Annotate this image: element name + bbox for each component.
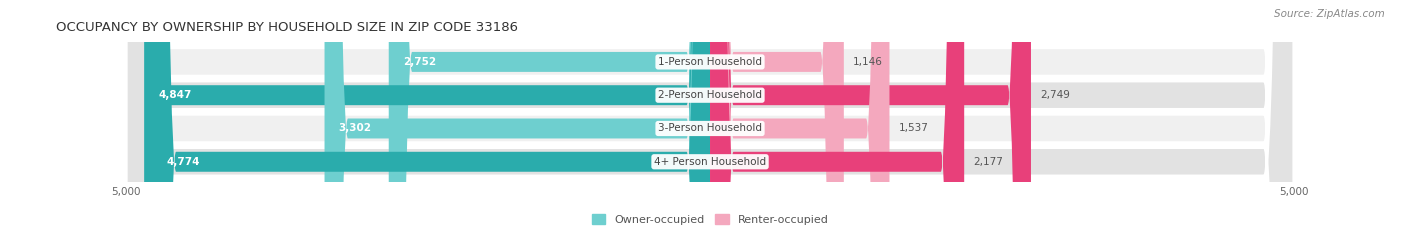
FancyBboxPatch shape	[127, 0, 1294, 233]
Text: 3,302: 3,302	[339, 123, 371, 134]
Text: 1-Person Household: 1-Person Household	[658, 57, 762, 67]
Text: 2-Person Household: 2-Person Household	[658, 90, 762, 100]
Text: 4+ Person Household: 4+ Person Household	[654, 157, 766, 167]
FancyBboxPatch shape	[710, 0, 965, 233]
FancyBboxPatch shape	[388, 0, 710, 233]
FancyBboxPatch shape	[325, 0, 710, 233]
FancyBboxPatch shape	[153, 0, 710, 233]
Text: 3-Person Household: 3-Person Household	[658, 123, 762, 134]
FancyBboxPatch shape	[710, 0, 890, 233]
Text: 2,749: 2,749	[1040, 90, 1070, 100]
Text: 2,752: 2,752	[402, 57, 436, 67]
FancyBboxPatch shape	[710, 0, 1031, 233]
Text: 1,146: 1,146	[853, 57, 883, 67]
Text: 4,847: 4,847	[157, 90, 191, 100]
Text: 4,774: 4,774	[167, 157, 200, 167]
Text: OCCUPANCY BY OWNERSHIP BY HOUSEHOLD SIZE IN ZIP CODE 33186: OCCUPANCY BY OWNERSHIP BY HOUSEHOLD SIZE…	[56, 21, 519, 34]
FancyBboxPatch shape	[710, 0, 844, 233]
Legend: Owner-occupied, Renter-occupied: Owner-occupied, Renter-occupied	[588, 210, 832, 229]
Text: 2,177: 2,177	[973, 157, 1004, 167]
Text: Source: ZipAtlas.com: Source: ZipAtlas.com	[1274, 9, 1385, 19]
Text: 1,537: 1,537	[898, 123, 929, 134]
FancyBboxPatch shape	[127, 0, 1294, 233]
FancyBboxPatch shape	[145, 0, 710, 233]
FancyBboxPatch shape	[127, 0, 1294, 233]
FancyBboxPatch shape	[127, 0, 1294, 233]
